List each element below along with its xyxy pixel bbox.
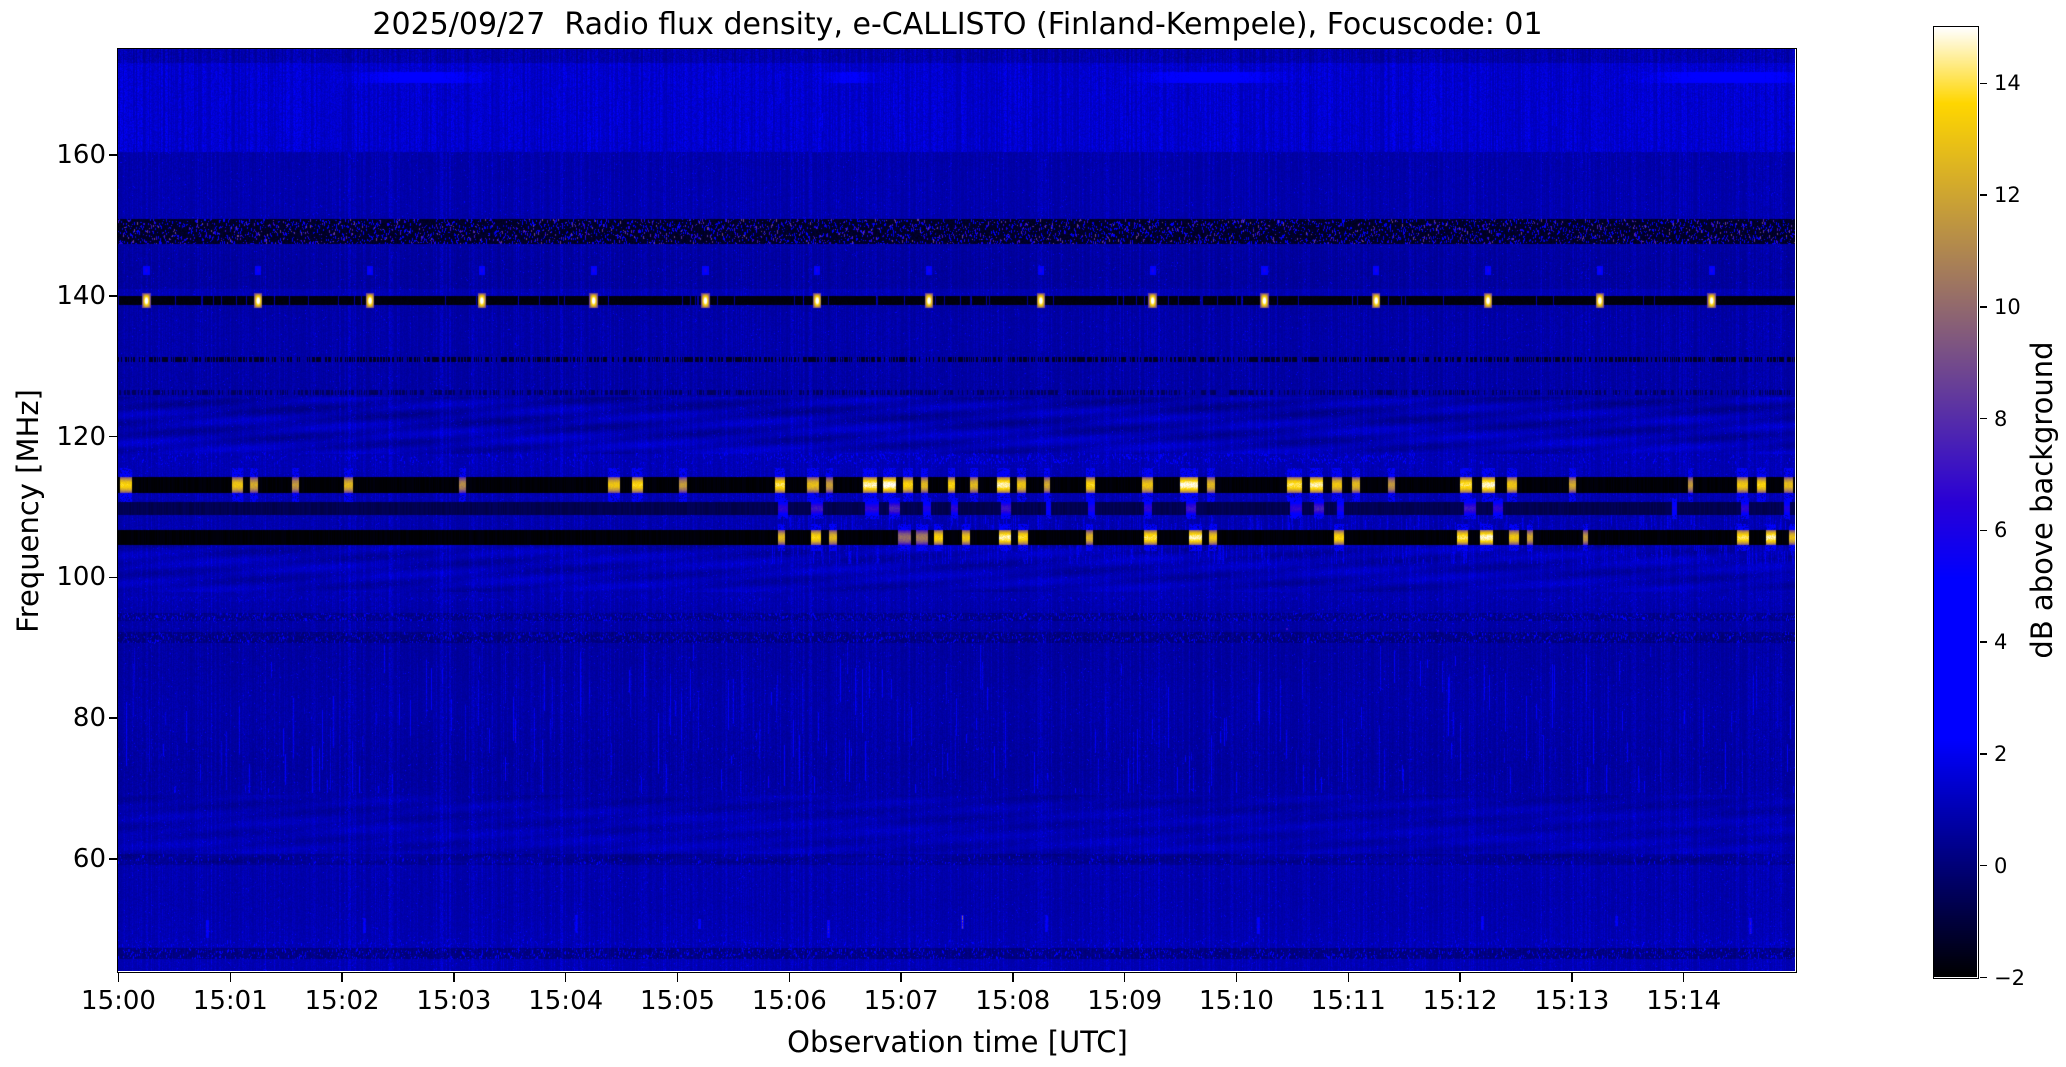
colorbar-frame (1933, 26, 1979, 979)
y-tick-label: 160 (56, 140, 106, 171)
x-tick-label: 15:06 (751, 986, 827, 1016)
colorbar-tick-mark (1979, 194, 1987, 196)
x-tick-mark (564, 973, 567, 982)
colorbar-tick-mark (1979, 82, 1987, 85)
x-tick-mark (341, 973, 343, 982)
colorbar-tick-label: 14 (1994, 71, 2021, 96)
x-tick-label: 15:13 (1534, 986, 1610, 1016)
colorbar-tick-label: 10 (1994, 294, 2021, 319)
x-tick-mark (1571, 973, 1573, 982)
colorbar-tick-mark (1979, 529, 1987, 532)
x-tick-label: 15:10 (1199, 986, 1274, 1016)
y-axis-label: Frequency [MHz] (11, 389, 45, 633)
x-tick-label: 15:05 (640, 986, 715, 1016)
chart-title: 2025/09/27 Radio flux density, e-CALLIST… (372, 7, 1543, 42)
x-tick-mark (1347, 973, 1350, 982)
x-tick-mark (676, 973, 679, 982)
x-tick-label: 15:11 (1310, 986, 1386, 1016)
colorbar-tick-label: −2 (1994, 965, 2025, 990)
colorbar-tick-mark (1979, 417, 1987, 420)
y-tick-label: 100 (56, 562, 106, 593)
x-tick-label: 15:02 (304, 986, 380, 1016)
colorbar-tick-label: 12 (1994, 183, 2021, 208)
y-tick-mark (108, 858, 118, 860)
colorbar-tick-mark (1979, 306, 1987, 308)
y-tick-label: 140 (56, 280, 106, 311)
x-axis-label: Observation time [UTC] (787, 1025, 1128, 1059)
plot-area-frame (117, 48, 1797, 973)
y-tick-mark (108, 154, 118, 156)
colorbar-gradient (1934, 27, 1977, 977)
x-tick-mark (453, 973, 455, 982)
y-tick-label: 80 (72, 703, 106, 734)
x-tick-label: 15:08 (975, 986, 1051, 1016)
colorbar-tick-label: 8 (1994, 406, 2008, 431)
x-tick-mark (900, 973, 902, 982)
x-tick-mark (1012, 973, 1014, 982)
colorbar-label: dB above background (2025, 341, 2059, 659)
x-tick-mark (1682, 973, 1685, 982)
colorbar-tick-mark (1979, 976, 1987, 979)
x-tick-mark (788, 973, 791, 982)
colorbar-tick-label: 2 (1994, 741, 2008, 766)
x-tick-mark (229, 973, 232, 982)
y-tick-label: 60 (72, 843, 106, 874)
y-tick-mark (108, 295, 118, 297)
y-tick-label: 120 (56, 421, 106, 452)
colorbar-tick-mark (1979, 753, 1987, 755)
x-tick-label: 15:09 (1087, 986, 1163, 1016)
x-tick-mark (117, 973, 120, 982)
y-tick-mark (108, 435, 118, 438)
colorbar-tick-mark (1979, 864, 1987, 867)
y-tick-mark (108, 576, 118, 579)
x-tick-label: 15:12 (1422, 986, 1498, 1016)
x-tick-label: 15:04 (528, 986, 604, 1016)
y-tick-mark (108, 717, 118, 719)
x-tick-mark (1459, 973, 1461, 982)
colorbar-tick-mark (1979, 641, 1987, 643)
x-tick-mark (1123, 973, 1126, 982)
spectrogram-heatmap (118, 49, 1795, 971)
x-tick-label: 15:14 (1646, 986, 1722, 1016)
x-tick-label: 15:03 (416, 986, 492, 1016)
x-tick-label: 15:07 (863, 986, 939, 1016)
x-tick-label: 15:00 (81, 986, 156, 1016)
x-tick-mark (1235, 973, 1238, 982)
colorbar-tick-label: 0 (1994, 853, 2008, 878)
x-tick-label: 15:01 (192, 986, 268, 1016)
colorbar-tick-label: 6 (1994, 518, 2008, 543)
colorbar-tick-label: 4 (1994, 630, 2008, 655)
